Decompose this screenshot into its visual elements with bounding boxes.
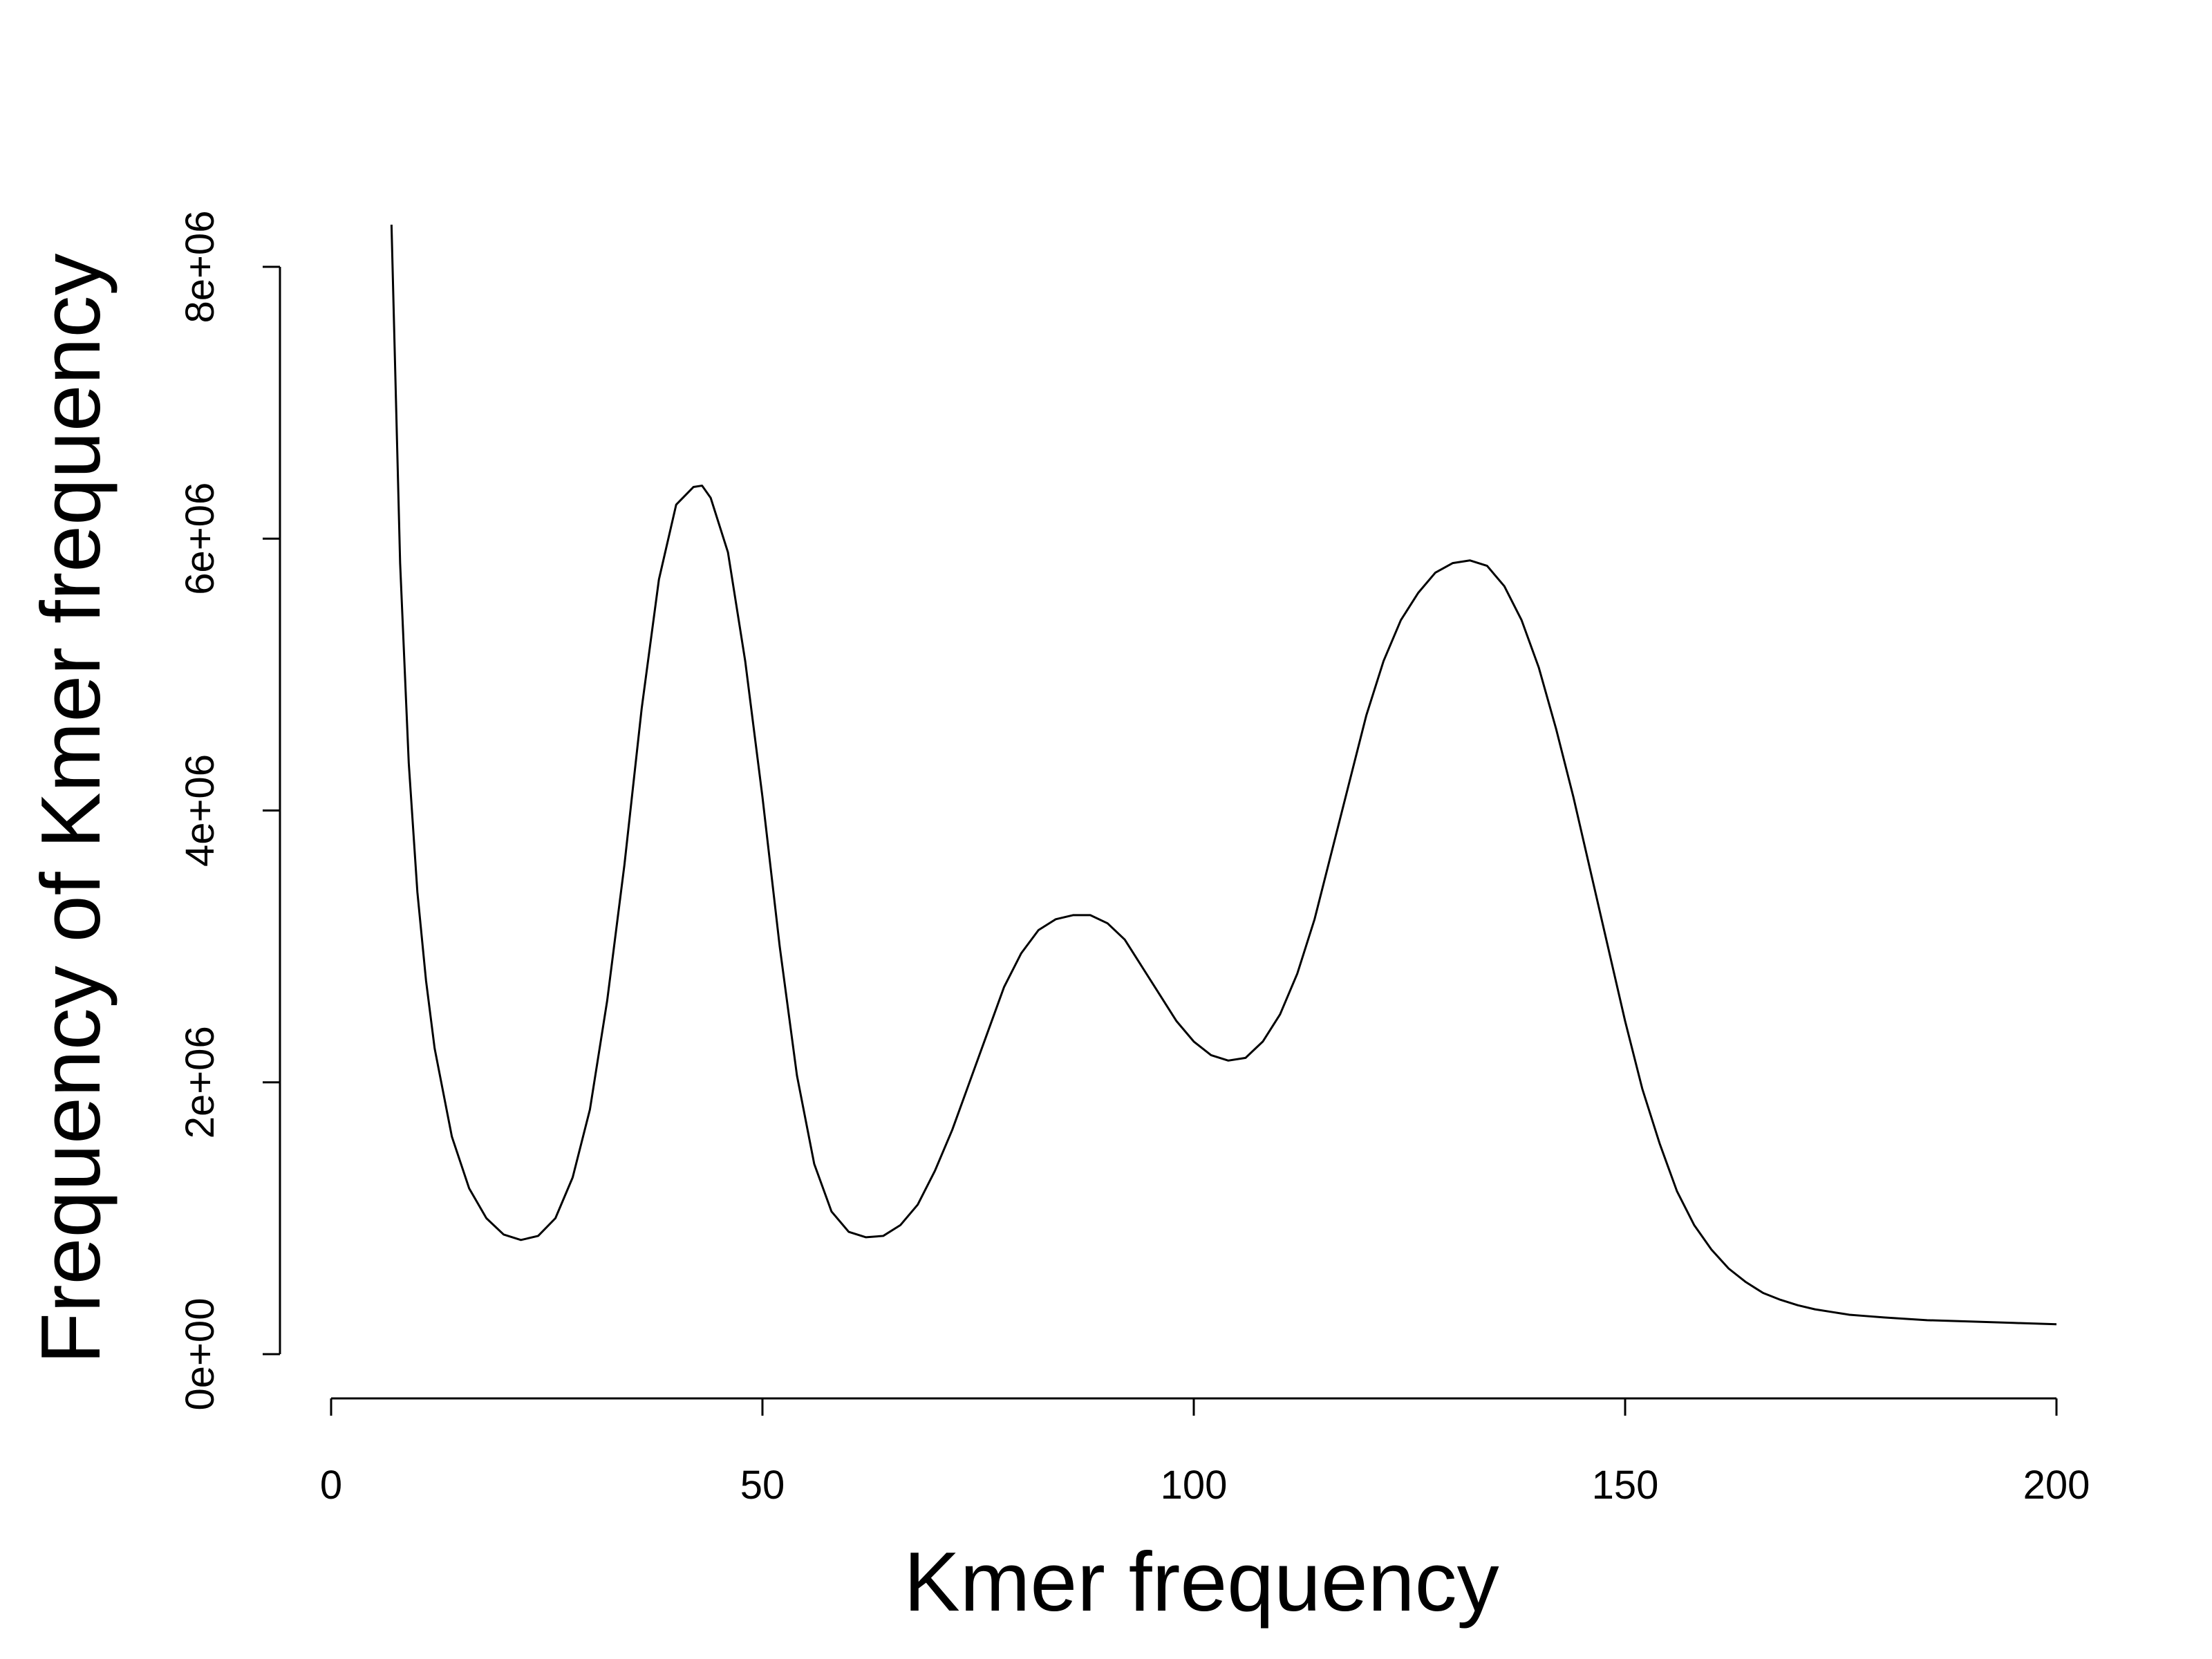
y-tick-label: 0e+00 xyxy=(178,1298,223,1411)
y-tick-label: 8e+06 xyxy=(178,211,223,324)
y-tick-label: 4e+06 xyxy=(178,754,223,867)
data-line xyxy=(390,225,2057,1326)
y-tick-label: 6e+06 xyxy=(178,482,223,595)
x-tick-label: 200 xyxy=(2023,1463,2090,1508)
x-tick-label: 0 xyxy=(320,1463,342,1508)
x-tick-label: 150 xyxy=(1592,1463,1659,1508)
y-axis-title: Frequency of Kmer frequency xyxy=(24,253,118,1364)
x-tick-label: 50 xyxy=(740,1463,785,1508)
x-axis-title: Kmer frequency xyxy=(903,1535,1499,1629)
y-tick-label: 2e+06 xyxy=(178,1026,223,1138)
x-tick-label: 100 xyxy=(1161,1463,1228,1508)
